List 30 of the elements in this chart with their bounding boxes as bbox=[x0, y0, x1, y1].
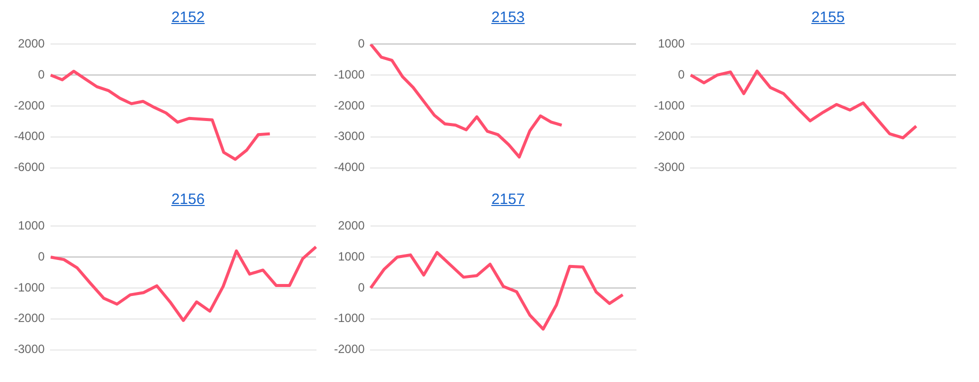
y-tick-label: -3000 bbox=[654, 160, 686, 174]
y-tick-label: -1000 bbox=[14, 280, 46, 294]
chart-title: 2157 bbox=[490, 190, 526, 210]
y-tick-label: -1000 bbox=[654, 98, 686, 112]
y-tick-label: -2000 bbox=[14, 311, 46, 326]
y-tick-label: 0 bbox=[38, 249, 46, 264]
chart-title: 2152 bbox=[170, 8, 206, 28]
y-tick-label: 0 bbox=[358, 36, 366, 51]
chart-title: 2155 bbox=[810, 8, 846, 28]
y-tick-label: 2000 bbox=[18, 36, 46, 51]
y-tick-label: 0 bbox=[38, 67, 46, 82]
y-tick-label: -1000 bbox=[334, 67, 366, 82]
y-tick-label: -2000 bbox=[334, 342, 366, 356]
y-tick-label: -2000 bbox=[334, 98, 366, 112]
y-tick-label: -4000 bbox=[334, 160, 366, 174]
y-tick-label: -3000 bbox=[334, 129, 366, 144]
y-tick-label: 1000 bbox=[658, 36, 686, 51]
y-tick-label: -4000 bbox=[14, 129, 46, 144]
y-tick-label: 1000 bbox=[338, 249, 366, 264]
y-tick-label: -2000 bbox=[654, 129, 686, 144]
y-tick-label: -3000 bbox=[14, 342, 46, 356]
y-tick-label: -1000 bbox=[334, 311, 366, 326]
y-tick-label: 2000 bbox=[338, 218, 366, 233]
y-tick-label: 0 bbox=[678, 67, 686, 82]
chart-title: 2156 bbox=[170, 190, 206, 210]
y-tick-label: -6000 bbox=[14, 160, 46, 174]
chart-title: 2153 bbox=[490, 8, 526, 28]
y-tick-label: 0 bbox=[358, 280, 366, 294]
y-tick-label: -2000 bbox=[14, 98, 46, 112]
y-tick-label: 1000 bbox=[18, 218, 46, 233]
